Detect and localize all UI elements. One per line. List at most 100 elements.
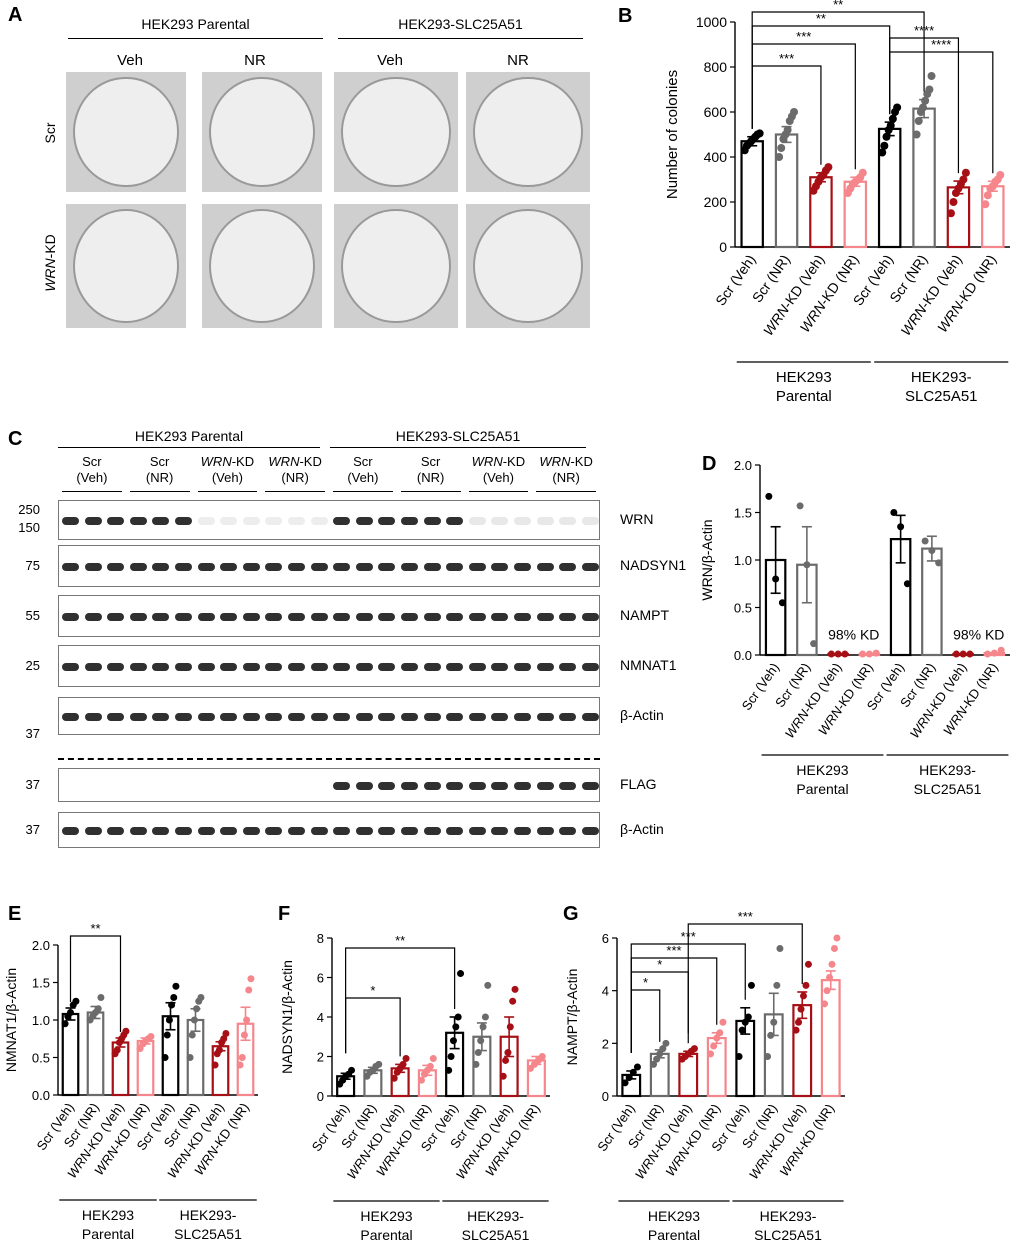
data-point bbox=[621, 1079, 629, 1087]
data-point bbox=[168, 1001, 176, 1009]
blot-band bbox=[129, 613, 147, 621]
blot-band bbox=[62, 613, 79, 621]
y-tick-label: 2.0 bbox=[32, 938, 50, 953]
blot-band bbox=[84, 827, 102, 835]
significance-label: *** bbox=[666, 943, 681, 958]
blot-mw-marker: 37 bbox=[25, 777, 40, 792]
significance-label: *** bbox=[738, 909, 753, 924]
data-point bbox=[890, 509, 898, 516]
blot-band bbox=[468, 563, 486, 571]
y-tick-label: 1000 bbox=[696, 14, 727, 30]
y-tick-label: 400 bbox=[704, 149, 728, 165]
blot-band bbox=[559, 827, 577, 835]
blot-band bbox=[514, 563, 531, 571]
group-label: HEK293 bbox=[360, 1208, 412, 1224]
data-point bbox=[914, 117, 923, 125]
blot-band bbox=[355, 782, 373, 790]
group-label: HEK293- bbox=[467, 1208, 524, 1224]
data-point bbox=[710, 1042, 718, 1050]
y-tick-label: 2.0 bbox=[734, 458, 752, 473]
data-point bbox=[882, 132, 891, 141]
western-blot-strip bbox=[58, 595, 600, 637]
blot-protein-label: WRN bbox=[620, 511, 654, 527]
blot-protein-label: β-Actin bbox=[620, 707, 664, 723]
bar bbox=[86, 1011, 105, 1097]
colony-dish-image bbox=[202, 204, 322, 328]
data-point bbox=[247, 975, 255, 983]
blot-band bbox=[333, 563, 351, 571]
y-tick-label: 4 bbox=[317, 1010, 324, 1025]
data-point bbox=[921, 537, 929, 545]
blot-band bbox=[514, 663, 531, 671]
blot-band bbox=[581, 663, 599, 671]
blot-band bbox=[288, 517, 305, 525]
data-point bbox=[193, 1005, 201, 1013]
data-point bbox=[161, 1054, 169, 1061]
significance-label: ** bbox=[90, 921, 100, 936]
blot-band bbox=[468, 663, 486, 671]
blot-band bbox=[84, 517, 102, 525]
western-blot-strip bbox=[58, 768, 600, 802]
blot-band bbox=[152, 563, 170, 571]
blot-band bbox=[468, 782, 486, 790]
data-point bbox=[872, 649, 880, 657]
data-point bbox=[190, 1016, 198, 1024]
significance-label: ** bbox=[833, 0, 843, 12]
blot-lane-underline bbox=[536, 491, 596, 492]
data-point bbox=[538, 1053, 546, 1060]
significance-bracket bbox=[687, 923, 803, 1034]
data-point bbox=[474, 1049, 482, 1057]
group-label: Parental bbox=[776, 388, 832, 405]
blot-band bbox=[107, 663, 125, 671]
blot-lane-underline bbox=[265, 491, 325, 492]
blot-band bbox=[242, 827, 260, 835]
blot-band bbox=[310, 827, 328, 835]
data-point bbox=[348, 1066, 356, 1074]
significance-label: *** bbox=[779, 51, 794, 66]
data-point bbox=[764, 1053, 772, 1060]
data-point bbox=[744, 1013, 752, 1021]
y-axis-label: NMNAT1/β-Actin bbox=[3, 968, 19, 1072]
data-point bbox=[719, 1018, 727, 1026]
blot-band bbox=[536, 613, 554, 621]
blot-band bbox=[536, 563, 554, 571]
blot-band bbox=[446, 713, 464, 721]
y-tick-label: 0 bbox=[602, 1089, 609, 1104]
data-point bbox=[984, 650, 992, 658]
y-tick-label: 1.0 bbox=[32, 1013, 50, 1028]
data-point bbox=[506, 1023, 514, 1031]
blot-band bbox=[288, 713, 305, 721]
panel-letter: D bbox=[702, 453, 716, 475]
colony-dish-image bbox=[202, 72, 322, 192]
blot-band bbox=[378, 563, 396, 571]
data-point bbox=[792, 1026, 800, 1034]
row-kd-suffix: -KD bbox=[42, 234, 58, 259]
y-tick-label: 0.5 bbox=[734, 601, 752, 616]
group-label: HEK293- bbox=[919, 762, 976, 778]
blot-band bbox=[514, 713, 531, 721]
panel-a-col-label: Veh bbox=[117, 52, 143, 69]
y-tick-label: 0.0 bbox=[734, 648, 752, 663]
blot-band bbox=[220, 827, 238, 835]
data-point bbox=[67, 1009, 74, 1016]
data-point bbox=[243, 1016, 251, 1024]
blot-band bbox=[265, 563, 283, 571]
blot-band bbox=[242, 663, 260, 671]
blot-band bbox=[514, 782, 531, 790]
data-point bbox=[927, 72, 936, 80]
blot-band bbox=[446, 517, 464, 525]
bar bbox=[912, 107, 936, 249]
y-tick-label: 1.5 bbox=[734, 506, 752, 521]
blot-band bbox=[175, 563, 192, 571]
blot-band bbox=[355, 827, 373, 835]
blot-band bbox=[559, 517, 577, 525]
data-point bbox=[61, 1020, 69, 1028]
data-point bbox=[828, 960, 836, 968]
blot-band bbox=[536, 517, 554, 525]
bar bbox=[740, 140, 764, 249]
data-point bbox=[457, 970, 465, 978]
data-point bbox=[484, 981, 492, 989]
panel-c-group-parental: HEK293 Parental bbox=[134, 428, 244, 444]
data-point bbox=[981, 200, 990, 209]
